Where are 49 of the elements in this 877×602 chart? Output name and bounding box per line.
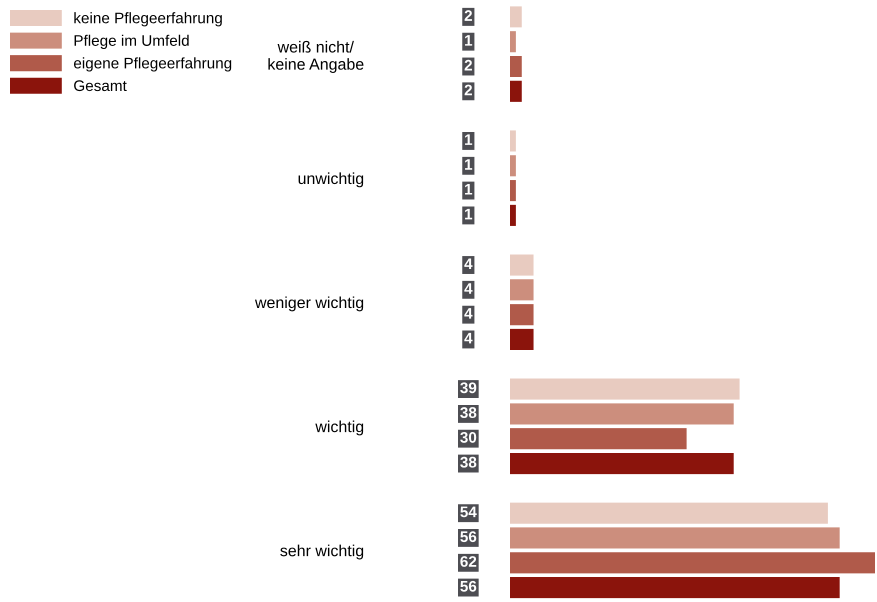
data-label: 1 [465,35,472,46]
y-tick-label: unwichtig [298,172,364,188]
bar [510,254,534,276]
bar [510,577,840,598]
data-label: 1 [465,208,472,220]
data-label: 4 [464,332,472,344]
data-label: 56 [460,531,476,542]
data-label: 38 [460,407,476,418]
bar [510,378,740,400]
data-label: 30 [460,432,476,443]
bar [510,204,516,226]
y-tick-label: weiß nicht/ keine Angabe [268,40,364,73]
bar [510,428,687,450]
y-tick-label: weniger wichtig [254,296,364,312]
bar [510,6,522,28]
bar [510,130,516,152]
data-label: 2 [464,60,472,70]
data-label: 2 [464,10,472,21]
data-label: 4 [464,258,472,269]
y-tick-label: wichtig [315,420,364,436]
legend-label: keine Pflegeerfahrung [74,12,222,26]
bar [510,80,522,102]
y-tick-label: sehr wichtig [280,544,364,560]
bar [510,502,828,524]
legend-label: Gesamt [74,80,127,92]
data-label: 39 [460,382,476,394]
data-label: 62 [460,556,476,567]
bar [510,180,516,202]
data-label: 1 [465,159,472,170]
bar [510,527,840,549]
data-label: 38 [460,456,476,468]
legend-label: Pflege im Umfeld [74,34,189,49]
bar [510,155,516,176]
bar [510,452,734,474]
data-label: 1 [465,134,472,145]
bar [510,403,734,424]
legend-label: eigene Pflegeerfahrung [74,57,232,72]
data-label: 2 [464,84,472,96]
bar [510,31,516,52]
data-label: 1 [465,184,472,195]
bar [510,56,522,78]
bar [510,328,534,350]
data-label: 4 [464,308,472,319]
data-label: 4 [464,283,472,294]
bar [510,304,534,326]
bar [510,279,534,300]
bar [510,552,875,574]
data-label: 56 [460,580,476,592]
data-label: 54 [460,506,477,518]
